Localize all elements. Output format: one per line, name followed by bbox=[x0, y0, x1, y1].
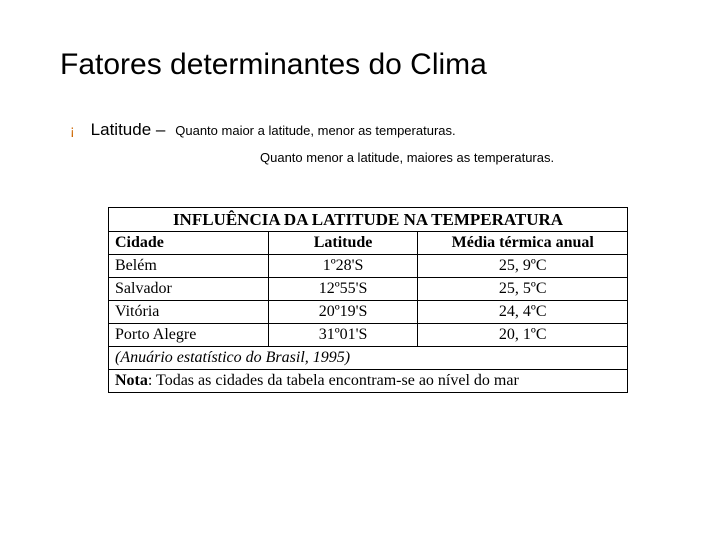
cell-lat: 1º28'S bbox=[268, 255, 418, 278]
cell-temp: 20, 1ºC bbox=[418, 324, 628, 347]
factor-desc-2: Quanto menor a latitude, maiores as temp… bbox=[260, 150, 660, 165]
note-label: Nota bbox=[115, 372, 148, 389]
cell-lat: 12º55'S bbox=[268, 278, 418, 301]
table-title: INFLUÊNCIA DA LATITUDE NA TEMPERATURA bbox=[109, 208, 628, 232]
cell-city: Belém bbox=[109, 255, 269, 278]
factor-desc-1: Quanto maior a latitude, menor as temper… bbox=[175, 123, 455, 138]
table-row: Salvador 12º55'S 25, 5ºC bbox=[109, 278, 628, 301]
table-row: Porto Alegre 31º01'S 20, 1ºC bbox=[109, 324, 628, 347]
table-row: Belém 1º28'S 25, 9ºC bbox=[109, 255, 628, 278]
bullet-icon: ¡ bbox=[70, 122, 75, 138]
col-head-lat: Latitude bbox=[268, 232, 418, 255]
bullet-line: ¡ Latitude – Quanto maior a latitude, me… bbox=[70, 120, 660, 140]
col-head-city: Cidade bbox=[109, 232, 269, 255]
cell-temp: 25, 9ºC bbox=[418, 255, 628, 278]
table-note: Nota: Todas as cidades da tabela encontr… bbox=[109, 370, 628, 393]
cell-temp: 25, 5ºC bbox=[418, 278, 628, 301]
factor-label: Latitude – bbox=[91, 120, 166, 139]
cell-city: Vitória bbox=[109, 301, 269, 324]
cell-lat: 31º01'S bbox=[268, 324, 418, 347]
table-source: (Anuário estatístico do Brasil, 1995) bbox=[109, 347, 628, 370]
cell-temp: 24, 4ºC bbox=[418, 301, 628, 324]
table-header-row: Cidade Latitude Média térmica anual bbox=[109, 232, 628, 255]
latitude-table: INFLUÊNCIA DA LATITUDE NA TEMPERATURA Ci… bbox=[108, 207, 640, 393]
col-head-temp: Média térmica anual bbox=[418, 232, 628, 255]
cell-city: Porto Alegre bbox=[109, 324, 269, 347]
table-row: Vitória 20º19'S 24, 4ºC bbox=[109, 301, 628, 324]
slide-title: Fatores determinantes do Clima bbox=[60, 48, 660, 82]
cell-city: Salvador bbox=[109, 278, 269, 301]
note-text: : Todas as cidades da tabela encontram-s… bbox=[148, 372, 519, 389]
cell-lat: 20º19'S bbox=[268, 301, 418, 324]
